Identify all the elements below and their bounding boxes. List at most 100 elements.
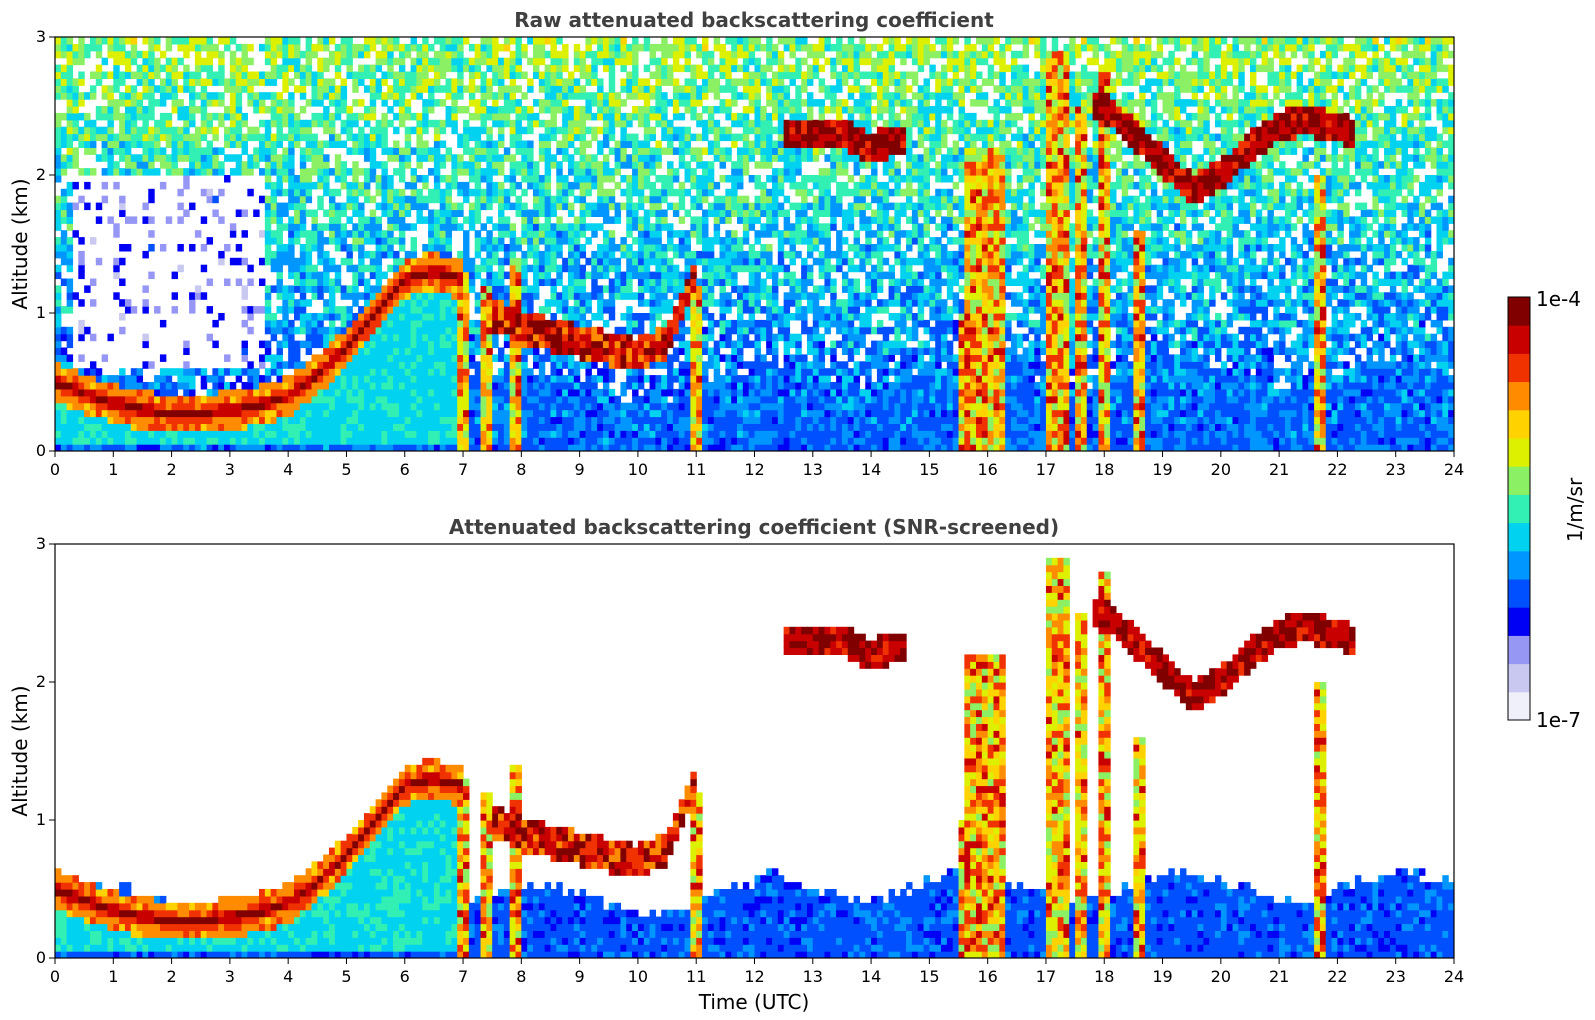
heatmap-cell <box>620 354 627 362</box>
heatmap-cell <box>107 106 114 114</box>
heatmap-cell <box>393 78 400 86</box>
heatmap-cell <box>78 395 85 404</box>
heatmap-cell <box>445 112 452 121</box>
heatmap-cell <box>124 71 132 79</box>
heatmap-cell <box>328 347 336 355</box>
heatmap-cell <box>369 375 377 383</box>
heatmap-cell <box>299 154 307 162</box>
heatmap-cell <box>340 175 348 183</box>
heatmap-cell <box>410 78 418 86</box>
heatmap-cell <box>224 430 231 438</box>
heatmap-cell <box>672 326 680 335</box>
heatmap-cell <box>608 106 616 114</box>
heatmap-cell <box>556 278 563 286</box>
heatmap-cell <box>323 326 330 335</box>
heatmap-cell <box>159 147 167 155</box>
heatmap-cell <box>218 188 225 197</box>
heatmap-cell <box>702 264 709 273</box>
heatmap-cell <box>253 147 260 155</box>
heatmap-cell <box>328 133 336 142</box>
heatmap-cell <box>702 78 709 86</box>
heatmap-cell <box>136 78 144 86</box>
heatmap-cell <box>474 423 482 431</box>
heatmap-cell <box>620 292 627 300</box>
heatmap-cell <box>532 181 540 190</box>
heatmap-cell <box>672 430 680 438</box>
heatmap-cell <box>503 271 511 280</box>
heatmap-cell <box>509 181 517 190</box>
heatmap-cell <box>264 402 272 411</box>
heatmap-cell <box>445 319 452 328</box>
heatmap-cell <box>288 147 295 155</box>
heatmap-cell <box>608 57 616 66</box>
heatmap-cell <box>247 361 254 369</box>
heatmap-cell <box>678 382 686 390</box>
heatmap-cell <box>690 154 697 162</box>
heatmap-cell <box>60 230 68 238</box>
heatmap-cell <box>428 147 435 155</box>
heatmap-cell <box>264 319 272 328</box>
heatmap-cell <box>690 147 697 155</box>
heatmap-cell <box>124 299 132 307</box>
heatmap-cell <box>206 154 213 162</box>
heatmap-cell <box>282 106 289 114</box>
heatmap-cell <box>404 195 412 204</box>
heatmap-cell <box>165 437 173 445</box>
heatmap-cell <box>573 444 581 451</box>
heatmap-cell <box>463 437 470 445</box>
heatmap-cell <box>404 326 412 335</box>
heatmap-cell <box>637 444 645 451</box>
heatmap-cell <box>183 395 190 404</box>
heatmap-cell <box>538 57 546 66</box>
heatmap-cell <box>445 354 452 362</box>
heatmap-cell <box>200 375 208 383</box>
heatmap-cell <box>509 50 517 59</box>
heatmap-cell <box>445 292 452 300</box>
heatmap-cell <box>474 409 482 418</box>
heatmap-cell <box>521 126 528 135</box>
heatmap-cell <box>206 161 213 169</box>
heatmap-cell <box>305 99 313 107</box>
heatmap-cell <box>154 99 161 107</box>
heatmap-cell <box>253 209 260 217</box>
heatmap-cell <box>544 106 552 114</box>
heatmap-cell <box>311 409 318 418</box>
heatmap-cell <box>428 57 435 66</box>
heatmap-cell <box>358 181 365 190</box>
heatmap-cell <box>480 188 487 197</box>
heatmap-cell <box>352 209 359 217</box>
heatmap-cell <box>72 375 79 383</box>
heatmap-cell <box>643 423 651 431</box>
heatmap-cell <box>492 181 499 190</box>
heatmap-cell <box>562 292 569 300</box>
heatmap-cell <box>363 147 371 155</box>
heatmap-cell <box>579 181 587 190</box>
heatmap-cell <box>235 368 243 376</box>
heatmap-cell <box>451 43 458 52</box>
heatmap-cell <box>428 382 435 390</box>
heatmap-cell <box>101 168 109 176</box>
heatmap-cell <box>626 244 633 252</box>
heatmap-cell <box>259 92 266 100</box>
heatmap-cell <box>276 43 283 52</box>
heatmap-cell <box>591 402 598 411</box>
heatmap-cell <box>643 161 651 169</box>
heatmap-cell <box>387 395 394 404</box>
heatmap-cell <box>527 140 534 148</box>
heatmap-cell <box>690 292 697 300</box>
heatmap-cell <box>532 161 540 169</box>
heatmap-cell <box>637 202 645 211</box>
heatmap-cell <box>573 375 581 383</box>
heatmap-cell <box>678 368 686 376</box>
heatmap-cell <box>532 340 540 349</box>
heatmap-cell <box>218 375 225 383</box>
heatmap-cell <box>480 147 487 155</box>
heatmap-cell <box>358 264 365 273</box>
heatmap-cell <box>573 285 581 293</box>
heatmap-cell <box>78 375 85 383</box>
heatmap-cell <box>713 423 721 431</box>
heatmap-cell <box>142 112 149 121</box>
heatmap-cell <box>241 285 248 293</box>
heatmap-cell <box>323 423 330 431</box>
heatmap-cell <box>136 140 144 148</box>
